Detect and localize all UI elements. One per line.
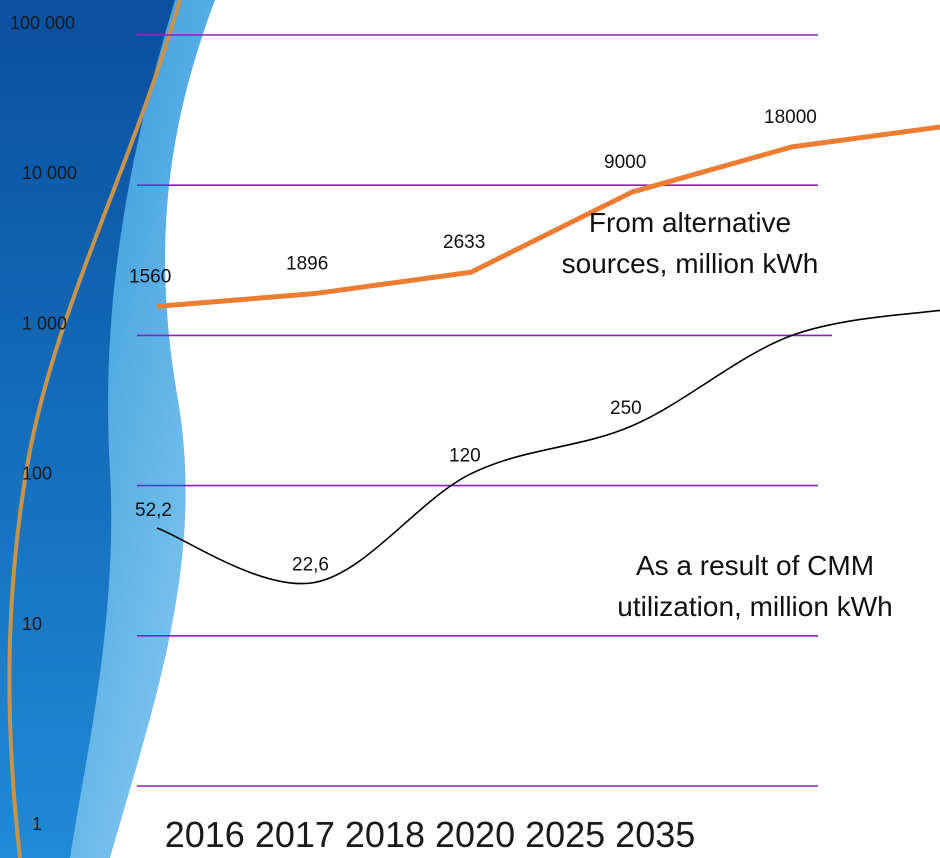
- series-line-2: [156, 309, 940, 585]
- data-label: 18000: [764, 107, 817, 128]
- x-tick-labels: 2016 2017 2018 2020 2025 2035: [165, 814, 696, 855]
- gold-curve: [7, 0, 182, 858]
- series-line-1: [156, 124, 940, 309]
- data-label: 250: [610, 398, 642, 419]
- data-label: 52,2: [135, 500, 172, 521]
- data-label: 120: [449, 446, 481, 467]
- data-label: 22,6: [292, 555, 329, 576]
- y-tick-label: 100: [22, 464, 52, 484]
- y-tick-label: 100 000: [10, 13, 75, 33]
- y-tick-label: 10 000: [22, 163, 77, 183]
- data-label: 1896: [286, 254, 328, 275]
- series-name-label: From alternative: [589, 207, 791, 238]
- data-label: 1560: [129, 266, 171, 287]
- data-label: 9000: [604, 152, 646, 173]
- y-tick-label: 1: [32, 814, 42, 834]
- series-name-label: As a result of CMM: [636, 550, 874, 581]
- data-label: 2633: [443, 232, 485, 253]
- y-tick-label: 10: [22, 614, 42, 634]
- dark-wave: [0, 0, 175, 858]
- y-tick-label: 1 000: [22, 313, 67, 333]
- series-name-label: utilization, million kWh: [617, 591, 892, 622]
- series-name-label: sources, million kWh: [562, 248, 819, 279]
